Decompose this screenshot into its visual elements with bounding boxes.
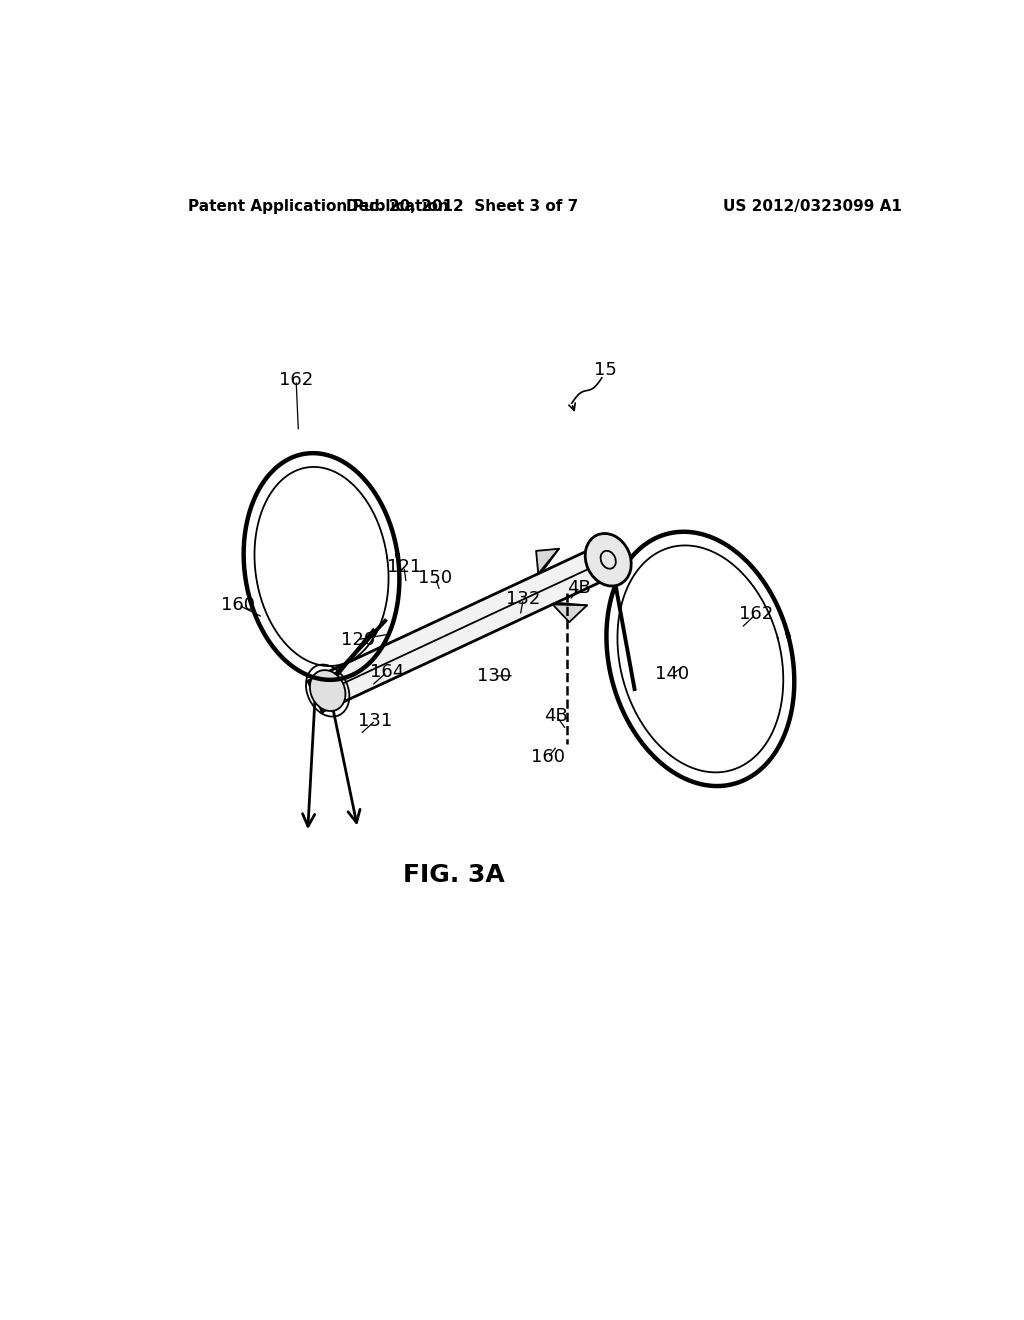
Text: US 2012/0323099 A1: US 2012/0323099 A1: [724, 198, 902, 214]
Text: Patent Application Publication: Patent Application Publication: [188, 198, 450, 214]
Text: 121: 121: [387, 557, 421, 576]
Text: 15: 15: [594, 362, 617, 379]
Text: 140: 140: [654, 665, 689, 684]
Text: Dec. 20, 2012  Sheet 3 of 7: Dec. 20, 2012 Sheet 3 of 7: [345, 198, 578, 214]
Text: 162: 162: [738, 606, 773, 623]
Text: 132: 132: [506, 590, 541, 607]
Text: 120: 120: [341, 631, 375, 648]
Text: 130: 130: [477, 667, 511, 685]
Text: 164: 164: [370, 663, 404, 681]
Polygon shape: [537, 549, 559, 574]
Polygon shape: [308, 544, 615, 711]
Text: 4B: 4B: [545, 708, 568, 725]
Text: 150: 150: [419, 569, 453, 587]
Text: FIG. 3A: FIG. 3A: [403, 862, 505, 887]
Text: 4B: 4B: [567, 579, 591, 597]
Text: 162: 162: [279, 371, 313, 389]
Polygon shape: [553, 603, 587, 622]
Ellipse shape: [310, 671, 345, 711]
Text: 160: 160: [530, 748, 565, 767]
Text: 131: 131: [358, 711, 392, 730]
Ellipse shape: [585, 533, 631, 586]
Text: 160: 160: [221, 597, 255, 614]
